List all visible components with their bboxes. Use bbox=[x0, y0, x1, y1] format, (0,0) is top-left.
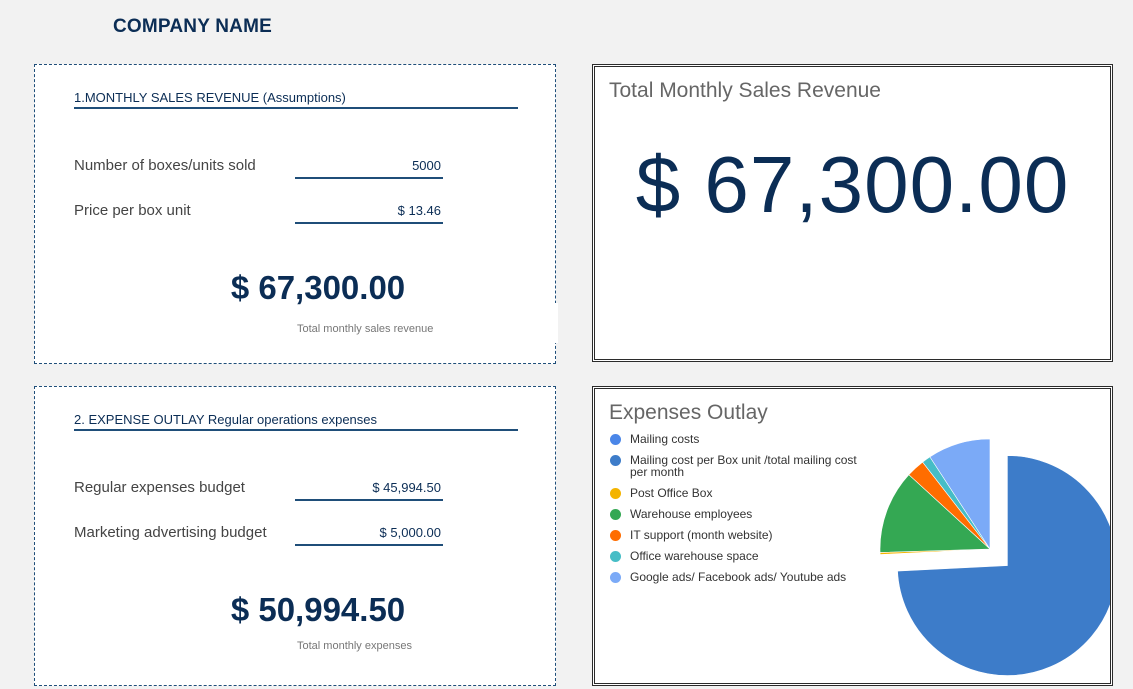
pie-slice[interactable] bbox=[897, 455, 1110, 676]
marketing-budget-label: Marketing advertising budget bbox=[74, 524, 267, 541]
legend-swatch bbox=[610, 572, 621, 583]
legend-label: Mailing cost per Box unit /total mailing… bbox=[630, 453, 857, 479]
pie-chart bbox=[879, 438, 1110, 676]
monthly-sales-revenue-card: 1.MONTHLY SALES REVENUE (Assumptions) Nu… bbox=[34, 64, 558, 364]
panel-title: Total Monthly Sales Revenue bbox=[609, 79, 881, 102]
price-per-box-value[interactable]: $ 13.46 bbox=[295, 203, 443, 224]
legend-label: Warehouse employees bbox=[630, 507, 753, 521]
section-title: 2. EXPENSE OUTLAY Regular operations exp… bbox=[74, 412, 518, 431]
price-per-box-label: Price per box unit bbox=[74, 202, 191, 219]
total-expenses-caption: Total monthly expenses bbox=[297, 640, 412, 652]
units-sold-label: Number of boxes/units sold bbox=[74, 157, 256, 174]
legend-swatch bbox=[610, 551, 621, 562]
legend-swatch bbox=[610, 488, 621, 499]
legend-label: Office warehouse space bbox=[630, 549, 759, 563]
legend-item[interactable]: Warehouse employees bbox=[609, 508, 869, 520]
total-revenue-hero: $ 67,300.00 bbox=[635, 140, 1070, 229]
total-revenue-value: $ 67,300.00 bbox=[230, 269, 406, 306]
pie-slice[interactable] bbox=[929, 438, 991, 551]
expense-outlay-card: 2. EXPENSE OUTLAY Regular operations exp… bbox=[34, 386, 556, 686]
legend-label: Mailing costs bbox=[630, 432, 700, 446]
legend-swatch bbox=[610, 455, 621, 466]
legend-item[interactable]: Google ads/ Facebook ads/ Youtube ads bbox=[609, 571, 869, 583]
units-sold-value[interactable]: 5000 bbox=[295, 158, 443, 179]
legend-item[interactable]: Office warehouse space bbox=[609, 550, 869, 562]
total-expenses-value: $ 50,994.50 bbox=[230, 591, 406, 628]
regular-expenses-value[interactable]: $ 45,994.50 bbox=[295, 480, 443, 501]
pie-slice[interactable] bbox=[879, 474, 991, 553]
legend-swatch bbox=[610, 434, 621, 445]
regular-expenses-label: Regular expenses budget bbox=[74, 479, 245, 496]
expenses-outlay-chart: Expenses Outlay Mailing costs Mailing cos… bbox=[592, 386, 1113, 686]
total-revenue-caption: Total monthly sales revenue bbox=[297, 323, 434, 335]
section-title: 1.MONTHLY SALES REVENUE (Assumptions) bbox=[74, 90, 518, 109]
chart-legend: Mailing costs Mailing cost per Box unit /… bbox=[609, 433, 869, 592]
chart-title: Expenses Outlay bbox=[609, 401, 768, 424]
legend-item[interactable]: Mailing costs bbox=[609, 433, 869, 445]
legend-swatch bbox=[610, 530, 621, 541]
marketing-budget-value[interactable]: $ 5,000.00 bbox=[295, 525, 443, 546]
legend-item[interactable]: Mailing cost per Box unit /total mailing… bbox=[609, 454, 869, 478]
legend-swatch bbox=[610, 509, 621, 520]
legend-label: IT support (month website) bbox=[630, 528, 773, 542]
legend-item[interactable]: Post Office Box bbox=[609, 487, 869, 499]
total-revenue-panel: Total Monthly Sales Revenue $ 67,300.00 bbox=[592, 64, 1113, 362]
legend-label: Google ads/ Facebook ads/ Youtube ads bbox=[630, 570, 847, 584]
legend-item[interactable]: IT support (month website) bbox=[609, 529, 869, 541]
legend-label: Post Office Box bbox=[630, 486, 713, 500]
company-name: COMPANY NAME bbox=[113, 16, 272, 37]
